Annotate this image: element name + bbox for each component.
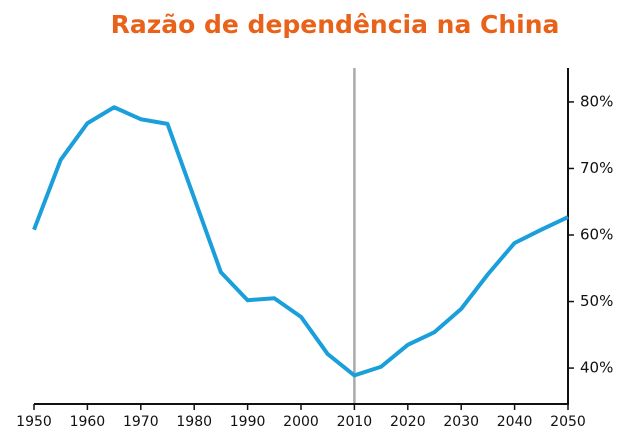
x-tick-label: 1950 <box>16 414 52 430</box>
y-tick-label: 40% <box>580 359 613 377</box>
x-tick-label: 2050 <box>550 414 586 430</box>
x-tick-label: 1970 <box>123 414 159 430</box>
x-tick-label: 1980 <box>176 414 212 430</box>
y-tick-label: 70% <box>580 159 613 177</box>
x-tick-label: 2020 <box>390 414 426 430</box>
y-tick-label: 80% <box>580 92 613 110</box>
x-tick-label: 2040 <box>497 414 533 430</box>
y-tick-label: 60% <box>580 226 613 244</box>
y-tick-label: 50% <box>580 292 613 310</box>
x-tick-label: 1960 <box>70 414 106 430</box>
x-tick-label: 2000 <box>283 414 319 430</box>
x-tick-label: 2030 <box>443 414 479 430</box>
chart-title: Razão de dependência na China <box>111 10 560 39</box>
x-tick-label: 2010 <box>337 414 373 430</box>
data-line <box>32 105 569 378</box>
x-tick-label: 1990 <box>230 414 266 430</box>
